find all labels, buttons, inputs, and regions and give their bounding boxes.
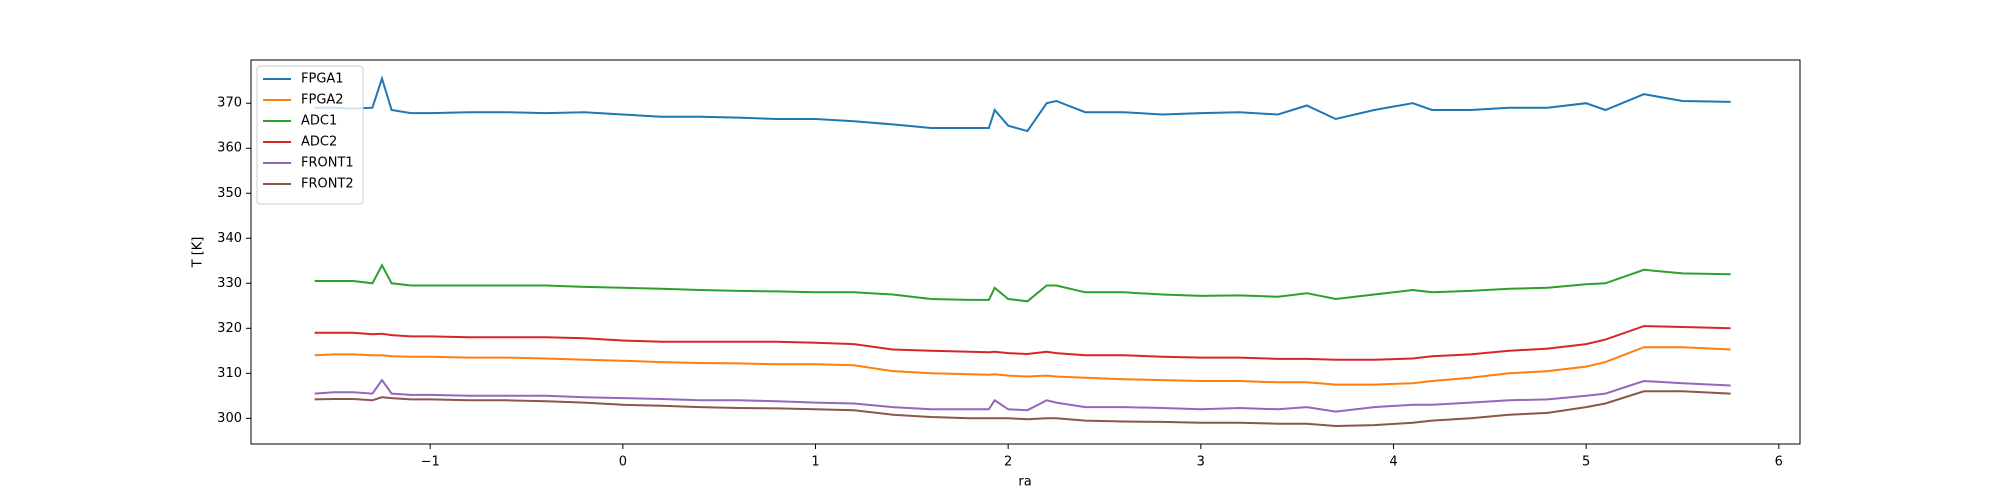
- y-tick-label: 370: [217, 96, 242, 111]
- series-line: [314, 325, 1731, 361]
- y-axis-label: T [K]: [191, 237, 206, 269]
- y-tick-label: 310: [217, 366, 242, 381]
- series-line: [314, 346, 1731, 386]
- y-tick-label: 340: [217, 231, 242, 246]
- y-tick-label: 300: [217, 411, 242, 426]
- y-tick-label: 330: [217, 276, 242, 291]
- x-tick-label: 1: [811, 455, 819, 470]
- x-tick-label: 2: [1004, 455, 1012, 470]
- legend-label: FPGA1: [301, 72, 344, 87]
- y-tick-label: 320: [217, 321, 242, 336]
- legend-label: FRONT2: [301, 177, 354, 192]
- y-tick-label: 360: [217, 141, 242, 156]
- x-tick-label: −1: [421, 455, 440, 470]
- y-tick-label: 350: [217, 186, 242, 201]
- x-tick-label: 3: [1197, 455, 1205, 470]
- series-line: [314, 263, 1731, 303]
- series-line: [314, 75, 1731, 133]
- legend-label: FPGA2: [301, 93, 344, 108]
- legend-label: ADC1: [301, 114, 337, 129]
- x-tick-label: 0: [619, 455, 627, 470]
- x-tick-label: 5: [1582, 455, 1590, 470]
- plot-frame: [250, 59, 1801, 445]
- x-tick-label: 4: [1389, 455, 1397, 470]
- legend-label: FRONT1: [301, 156, 354, 171]
- series-line: [314, 390, 1731, 428]
- legend-label: ADC2: [301, 135, 337, 150]
- x-tick-label: 6: [1775, 455, 1783, 470]
- series-line: [314, 378, 1731, 413]
- x-axis-label: ra: [1018, 475, 1031, 490]
